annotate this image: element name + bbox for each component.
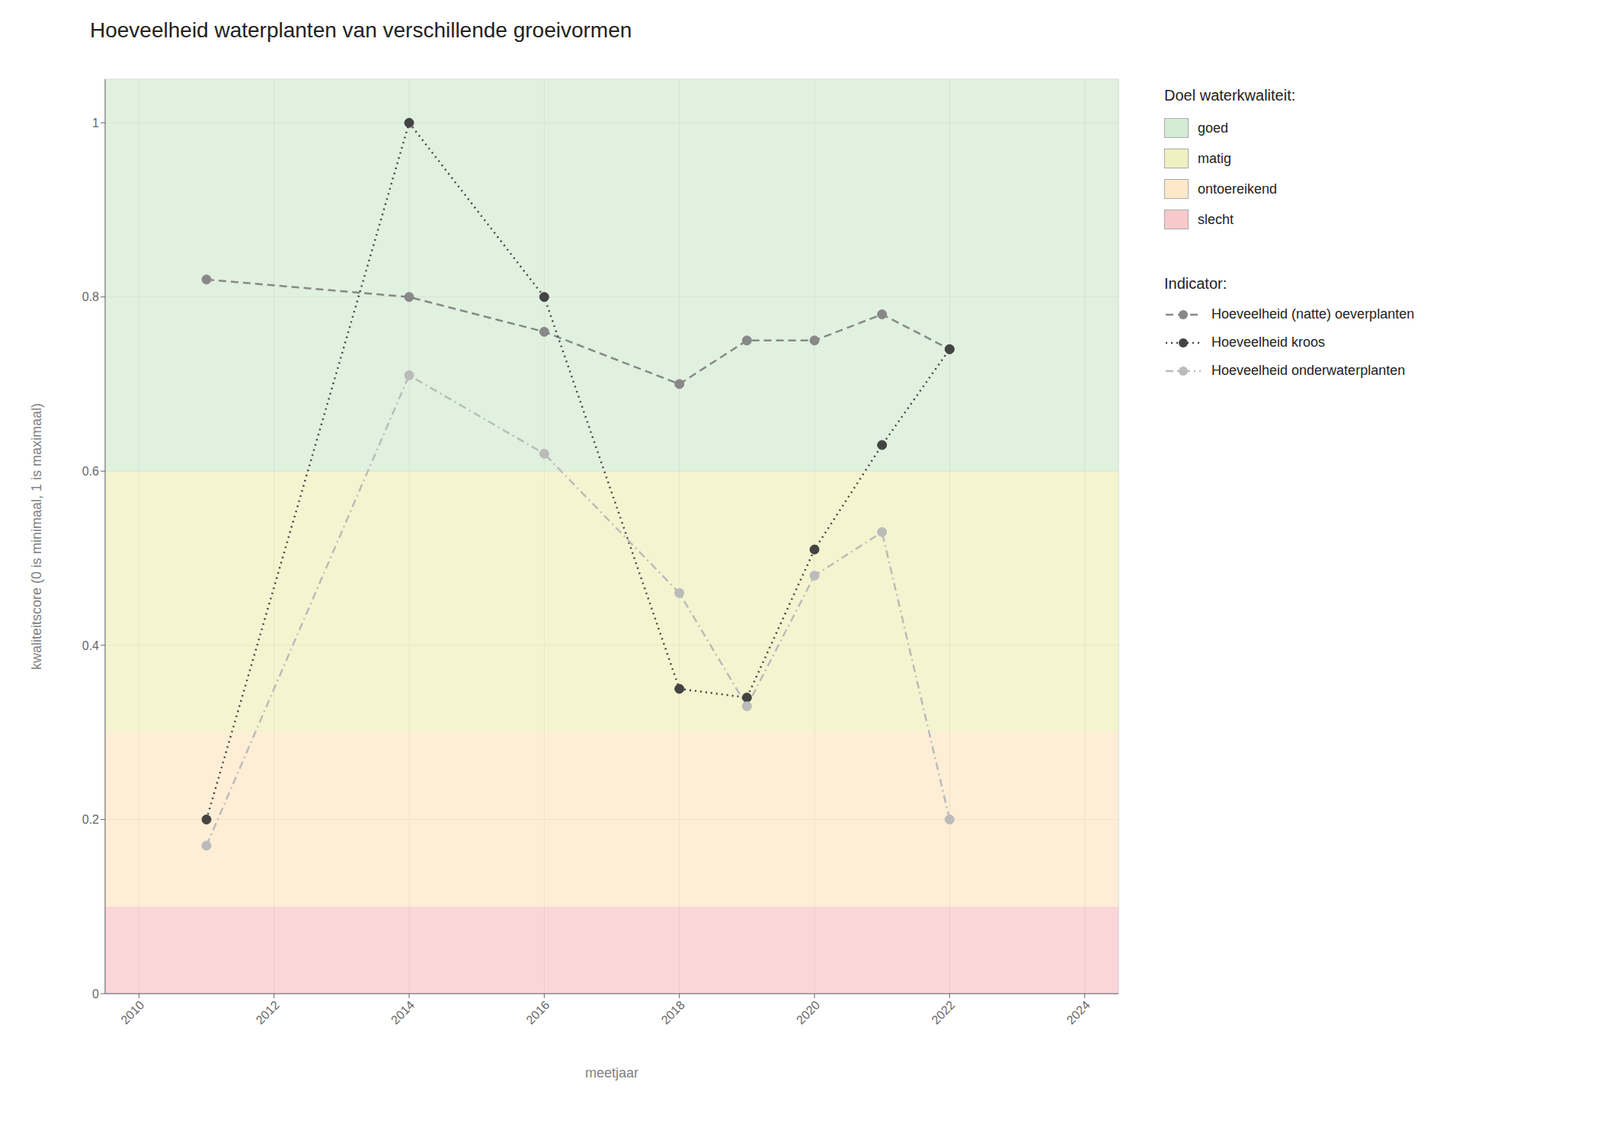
svg-text:2010: 2010: [118, 998, 147, 1027]
svg-text:2012: 2012: [253, 998, 282, 1027]
svg-text:2024: 2024: [1064, 998, 1093, 1027]
svg-text:2018: 2018: [659, 998, 688, 1027]
svg-text:2022: 2022: [928, 998, 957, 1027]
html-text:ontoereikend: ontoereikend: [1197, 180, 1278, 197]
svg-text:1: 1: [92, 116, 100, 130]
svg-text:0.4: 0.4: [82, 639, 100, 653]
svg-text:0.8: 0.8: [82, 290, 100, 304]
svg-text:meetjaar: meetjaar: [585, 1065, 639, 1081]
html-text:Doel waterkwaliteit:: Doel waterkwaliteit:: [1164, 86, 1296, 104]
svg-text:2020: 2020: [793, 998, 823, 1027]
html-text:matig: matig: [1197, 150, 1232, 166]
svg-text:2016: 2016: [523, 998, 552, 1027]
html-text:Hoeveelheid onderwaterplanten: Hoeveelheid onderwaterplanten: [1211, 362, 1406, 378]
html-text:Hoeveelheid waterplanten van v: Hoeveelheid waterplanten van verschillen…: [89, 18, 632, 42]
html-text:slecht: slecht: [1197, 211, 1234, 227]
svg-text:2014: 2014: [388, 998, 417, 1027]
svg-text:0.2: 0.2: [82, 812, 100, 826]
svg-text:kwaliteitscore (0 is minimaal,: kwaliteitscore (0 is minimaal, 1 is maxi…: [28, 403, 45, 670]
html-text:Hoeveelheid kroos: Hoeveelheid kroos: [1211, 334, 1326, 350]
svg-text:0: 0: [92, 987, 100, 1001]
html-text:Hoeveelheid (natte) oeverplant: Hoeveelheid (natte) oeverplanten: [1211, 306, 1415, 322]
html-text:goed: goed: [1197, 120, 1229, 136]
html-text:Indicator:: Indicator:: [1164, 275, 1227, 292]
svg-text:0.6: 0.6: [82, 464, 100, 478]
